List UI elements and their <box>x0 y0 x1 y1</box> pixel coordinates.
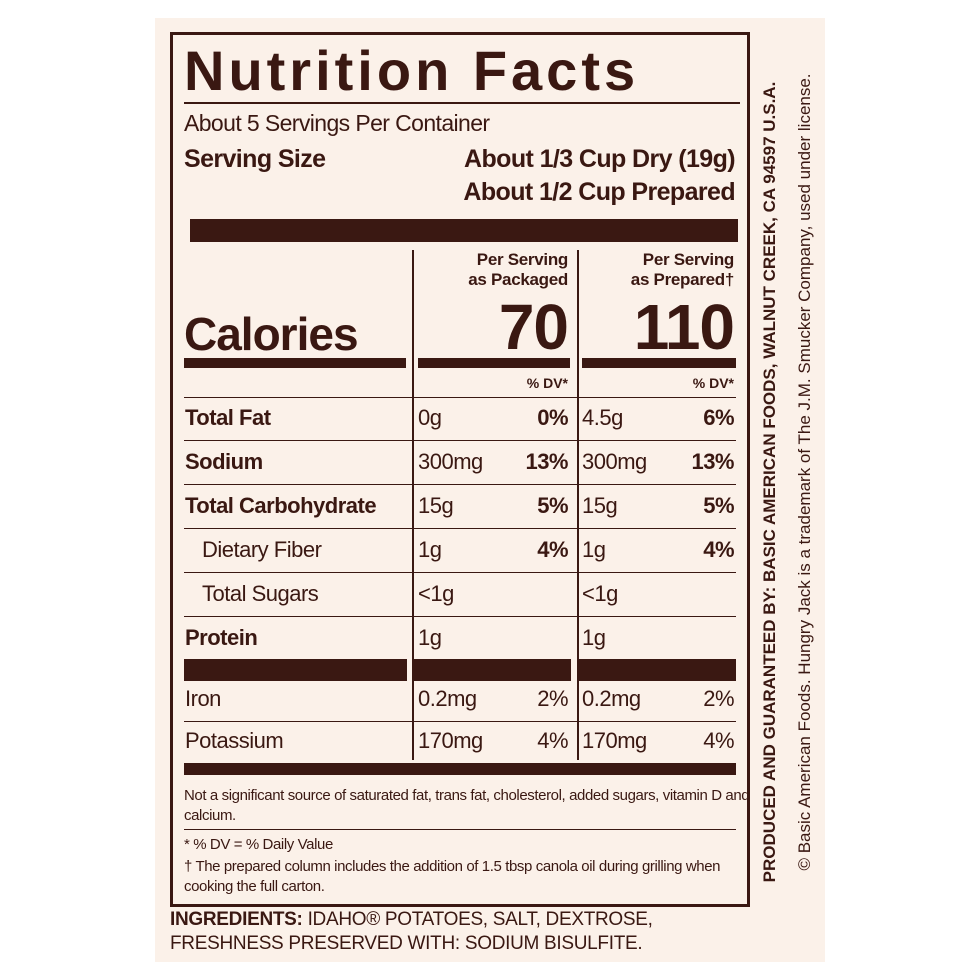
label-border <box>170 32 750 907</box>
thick-rule <box>190 219 738 242</box>
nutrient-name: Protein <box>185 625 258 650</box>
ingredients-text: IDAHO® POTATOES, SALT, DEXTROSE, FRESHNE… <box>170 909 653 954</box>
serving-size-dry: About 1/3 Cup Dry (19g) <box>464 145 736 173</box>
calories-rule <box>582 358 736 368</box>
rule <box>184 572 736 573</box>
amount: 1g <box>582 625 606 650</box>
amount: <1g <box>418 581 454 606</box>
rule <box>184 397 736 398</box>
side-producer: PRODUCED AND GUARANTEED BY: BASIC AMERIC… <box>760 81 779 883</box>
nutrient-name: Sodium <box>185 449 263 474</box>
ingredients-label: INGREDIENTS: <box>170 909 303 930</box>
daily-value: 5% <box>537 493 568 518</box>
amount: 0.2mg <box>582 686 641 711</box>
nutrient-name: Iron <box>185 686 221 711</box>
column-divider <box>412 250 414 760</box>
dv-header: % DV* <box>526 375 568 391</box>
daily-value: 6% <box>703 405 734 430</box>
rule <box>184 440 736 441</box>
amount: 1g <box>418 537 442 562</box>
amount: 1g <box>418 625 442 650</box>
calories-rule <box>184 358 406 368</box>
calories-rule <box>418 358 570 368</box>
column-header: Per Serving <box>476 250 569 269</box>
daily-value: 5% <box>703 493 734 518</box>
amount: 300mg <box>582 449 647 474</box>
daily-value: 13% <box>525 449 568 474</box>
rule <box>184 829 736 830</box>
daily-value: 0% <box>537 405 568 430</box>
daily-value: 4% <box>703 537 734 562</box>
nutrient-name: Total Sugars <box>202 581 319 606</box>
amount: 15g <box>418 493 454 518</box>
nutrient-name: Total Fat <box>185 405 271 430</box>
nutrient-name: Potassium <box>185 728 284 753</box>
daily-value: 13% <box>691 449 734 474</box>
daily-value: 4% <box>537 728 568 753</box>
amount: 170mg <box>418 728 483 753</box>
rule <box>184 528 736 529</box>
calories-value: 110 <box>633 291 735 363</box>
title: Nutrition Facts <box>184 39 640 102</box>
amount: 170mg <box>582 728 647 753</box>
column-header: as Packaged <box>468 270 568 289</box>
rule <box>184 721 736 722</box>
gap <box>571 659 577 681</box>
footnote: * % DV = % Daily Value <box>184 836 333 853</box>
nutrient-name: Dietary Fiber <box>202 537 322 562</box>
amount: <1g <box>582 581 618 606</box>
serving-size-label: Serving Size <box>184 145 326 173</box>
amount: 0.2mg <box>418 686 477 711</box>
daily-value: 2% <box>537 686 568 711</box>
footnote: Not a significant source of saturated fa… <box>184 787 750 824</box>
column-header: Per Serving <box>642 250 735 269</box>
servings: About 5 Servings Per Container <box>184 110 490 136</box>
column-divider <box>577 250 579 760</box>
thick-rule <box>184 659 736 681</box>
nutrient-name: Total Carbohydrate <box>185 493 377 518</box>
calories-value: 70 <box>498 291 569 363</box>
serving-size-prepared: About 1/2 Cup Prepared <box>463 178 735 206</box>
amount: 15g <box>582 493 618 518</box>
column-header: as Prepared† <box>630 270 735 289</box>
daily-value: 4% <box>537 537 568 562</box>
amount: 1g <box>582 537 606 562</box>
amount: 300mg <box>418 449 483 474</box>
side-trademark: © Basic American Foods. Hungry Jack is a… <box>795 73 814 871</box>
gap <box>407 659 412 681</box>
label-background <box>155 18 825 962</box>
rule <box>184 484 736 485</box>
dv-header: % DV* <box>692 375 734 391</box>
ingredients: INGREDIENTS: IDAHO® POTATOES, SALT, DEXT… <box>170 908 690 956</box>
daily-value: 2% <box>703 686 734 711</box>
amount: 0g <box>418 405 442 430</box>
rule <box>184 102 740 104</box>
rule <box>184 616 736 617</box>
thick-rule <box>184 763 736 775</box>
footnote: † The prepared column includes the addit… <box>184 858 721 895</box>
calories-label: Calories <box>184 308 359 360</box>
daily-value: 4% <box>703 728 734 753</box>
amount: 4.5g <box>582 405 623 430</box>
